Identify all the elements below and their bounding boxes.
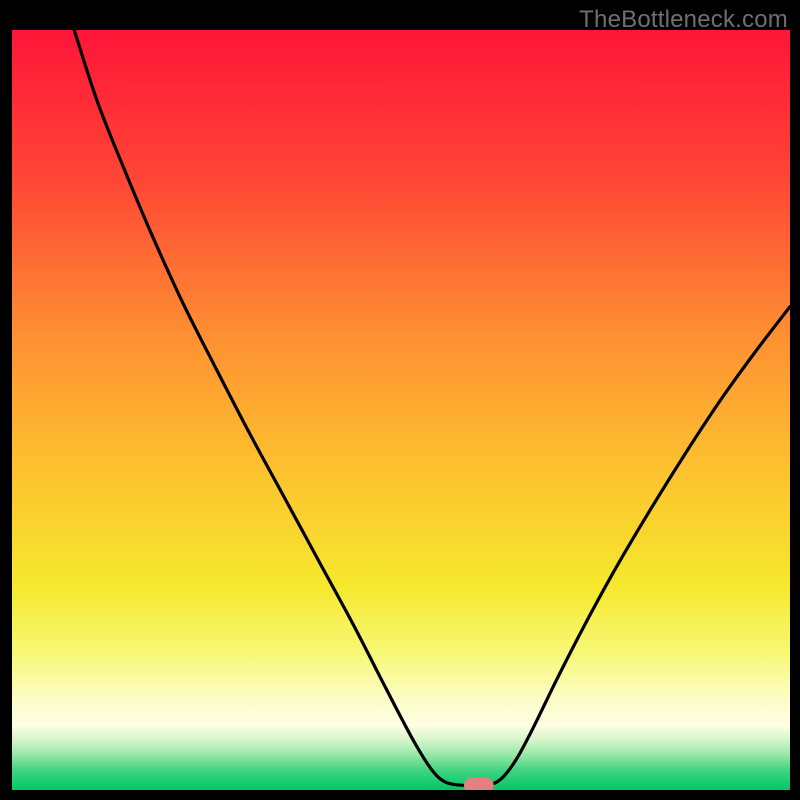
optimal-marker (464, 778, 494, 790)
stage: TheBottleneck.com (0, 0, 800, 800)
bottleneck-chart (12, 30, 790, 790)
chart-background-gradient (12, 30, 790, 790)
watermark-text: TheBottleneck.com (579, 6, 788, 34)
